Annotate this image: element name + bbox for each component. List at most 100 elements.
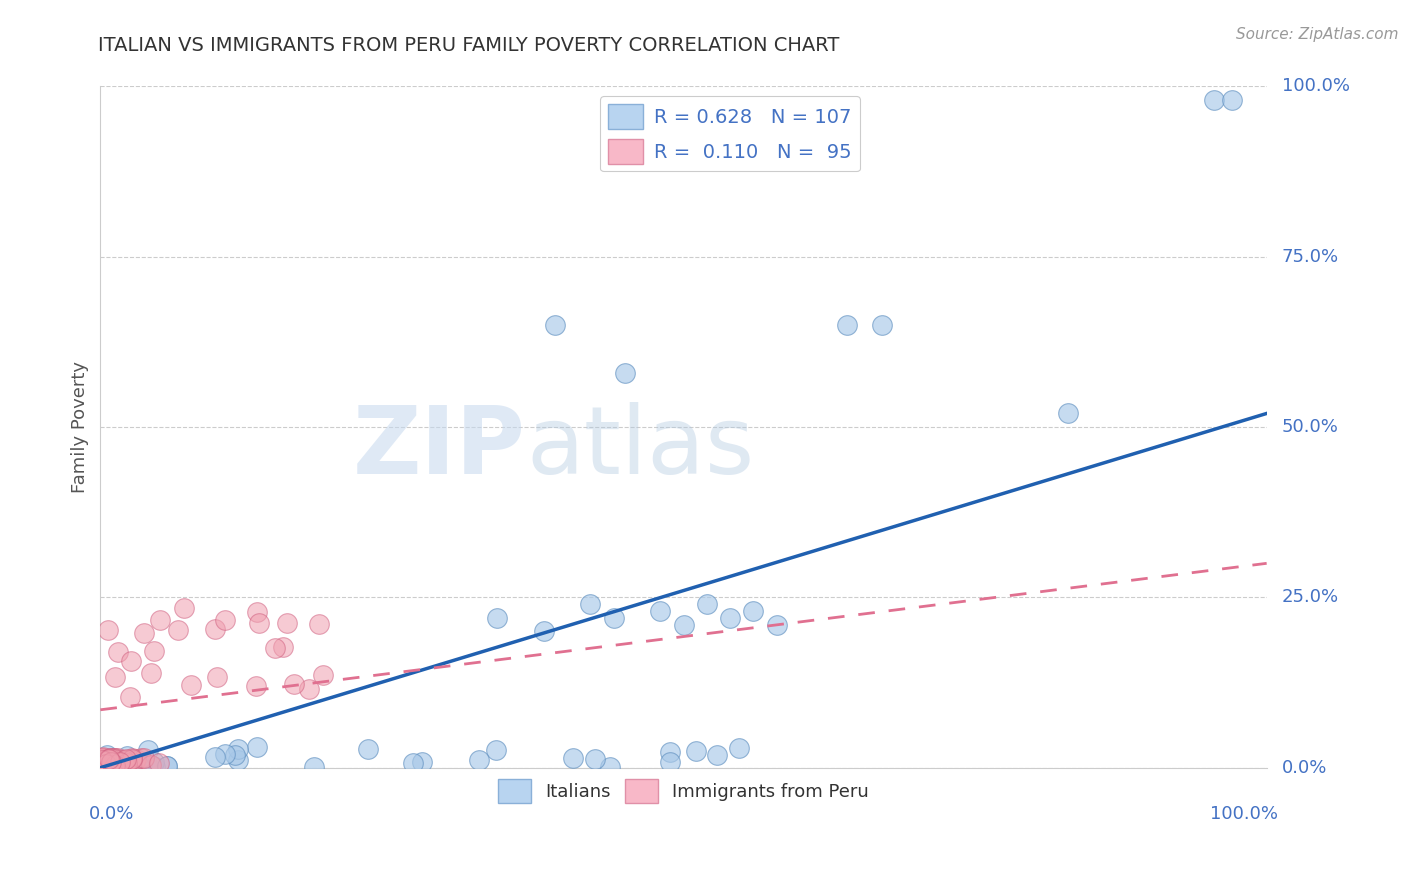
Point bbox=[110, 758, 132, 772]
Point bbox=[115, 759, 138, 773]
Point bbox=[870, 318, 893, 332]
Point bbox=[101, 756, 124, 770]
Point bbox=[97, 757, 120, 772]
Point bbox=[110, 758, 132, 772]
Point bbox=[765, 617, 787, 632]
Text: ZIP: ZIP bbox=[353, 401, 526, 493]
Point bbox=[90, 760, 112, 774]
Point bbox=[103, 755, 125, 769]
Point bbox=[696, 597, 718, 611]
Point bbox=[103, 757, 125, 772]
Point bbox=[110, 754, 132, 768]
Point bbox=[97, 756, 120, 771]
Point bbox=[411, 756, 433, 770]
Point bbox=[90, 756, 112, 770]
Point bbox=[485, 611, 508, 625]
Point bbox=[108, 756, 131, 771]
Point bbox=[94, 758, 117, 772]
Point bbox=[583, 752, 606, 766]
Point bbox=[93, 758, 115, 772]
Point bbox=[90, 759, 112, 773]
Point bbox=[100, 759, 122, 773]
Point bbox=[103, 756, 125, 770]
Point bbox=[90, 753, 112, 767]
Point bbox=[246, 606, 269, 620]
Text: 0.0%: 0.0% bbox=[89, 805, 134, 823]
Point bbox=[1057, 407, 1080, 421]
Point bbox=[96, 753, 118, 767]
Point bbox=[742, 604, 765, 618]
Point bbox=[93, 754, 115, 768]
Point bbox=[97, 753, 120, 767]
Point bbox=[283, 677, 305, 691]
Point bbox=[214, 613, 236, 627]
Text: 75.0%: 75.0% bbox=[1282, 248, 1339, 266]
Point bbox=[224, 747, 246, 762]
Point bbox=[91, 752, 114, 766]
Text: Source: ZipAtlas.com: Source: ZipAtlas.com bbox=[1236, 27, 1399, 42]
Point bbox=[1204, 93, 1226, 107]
Point bbox=[271, 640, 294, 655]
Point bbox=[204, 622, 226, 636]
Y-axis label: Family Poverty: Family Poverty bbox=[72, 361, 89, 493]
Point bbox=[100, 758, 122, 772]
Point bbox=[97, 760, 120, 774]
Point bbox=[112, 753, 135, 767]
Point bbox=[156, 759, 179, 773]
Point bbox=[205, 670, 228, 684]
Point bbox=[108, 754, 131, 768]
Point bbox=[103, 751, 125, 765]
Point bbox=[659, 745, 682, 759]
Point bbox=[94, 755, 117, 769]
Point bbox=[111, 760, 134, 774]
Point bbox=[141, 758, 163, 772]
Point bbox=[98, 760, 121, 774]
Point bbox=[107, 760, 129, 774]
Point bbox=[718, 611, 741, 625]
Point bbox=[214, 747, 236, 761]
Point bbox=[544, 318, 567, 332]
Point bbox=[308, 617, 330, 632]
Point bbox=[107, 751, 129, 765]
Point bbox=[112, 755, 135, 769]
Point bbox=[599, 760, 621, 774]
Point bbox=[672, 617, 695, 632]
Point bbox=[706, 748, 728, 763]
Point bbox=[98, 758, 121, 772]
Point bbox=[91, 755, 114, 769]
Point bbox=[1220, 93, 1243, 107]
Point bbox=[100, 755, 122, 769]
Point bbox=[97, 755, 120, 769]
Point bbox=[103, 752, 125, 766]
Point bbox=[98, 760, 121, 774]
Point bbox=[93, 759, 115, 773]
Point bbox=[249, 615, 271, 630]
Point bbox=[467, 753, 489, 767]
Point bbox=[104, 751, 127, 765]
Point bbox=[302, 759, 325, 773]
Point bbox=[101, 760, 124, 774]
Point bbox=[90, 750, 112, 764]
Point bbox=[90, 759, 112, 773]
Point bbox=[108, 756, 131, 770]
Point bbox=[101, 759, 124, 773]
Point bbox=[650, 604, 672, 618]
Point bbox=[685, 743, 707, 757]
Point bbox=[118, 690, 141, 704]
Point bbox=[121, 760, 143, 774]
Point bbox=[97, 759, 120, 773]
Point bbox=[96, 748, 118, 763]
Point bbox=[173, 600, 195, 615]
Point bbox=[226, 741, 249, 756]
Point bbox=[100, 751, 122, 765]
Text: 0.0%: 0.0% bbox=[1282, 759, 1327, 777]
Point bbox=[149, 613, 172, 627]
Point bbox=[263, 641, 285, 656]
Point bbox=[97, 755, 120, 769]
Point bbox=[96, 755, 118, 769]
Point bbox=[245, 679, 267, 693]
Point bbox=[91, 758, 114, 772]
Point bbox=[167, 623, 190, 637]
Point bbox=[94, 758, 117, 772]
Point bbox=[94, 757, 117, 772]
